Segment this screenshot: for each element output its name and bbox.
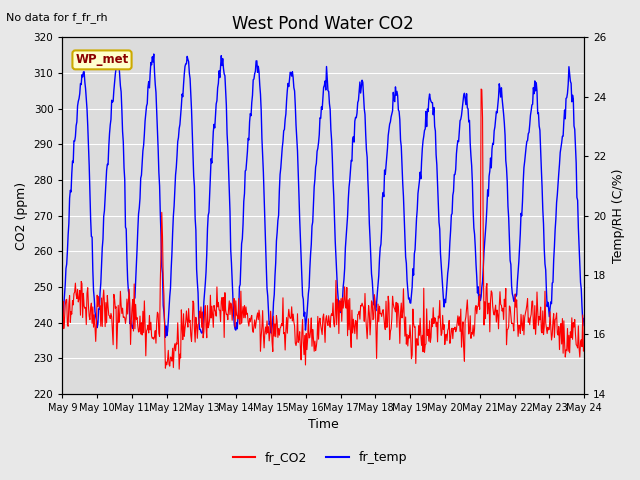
Text: WP_met: WP_met	[76, 53, 129, 66]
Title: West Pond Water CO2: West Pond Water CO2	[232, 15, 414, 33]
Y-axis label: Temp/RH (C/%): Temp/RH (C/%)	[612, 168, 625, 263]
X-axis label: Time: Time	[308, 419, 339, 432]
Legend: fr_CO2, fr_temp: fr_CO2, fr_temp	[228, 446, 412, 469]
Y-axis label: CO2 (ppm): CO2 (ppm)	[15, 181, 28, 250]
Text: No data for f_fr_rh: No data for f_fr_rh	[6, 12, 108, 23]
